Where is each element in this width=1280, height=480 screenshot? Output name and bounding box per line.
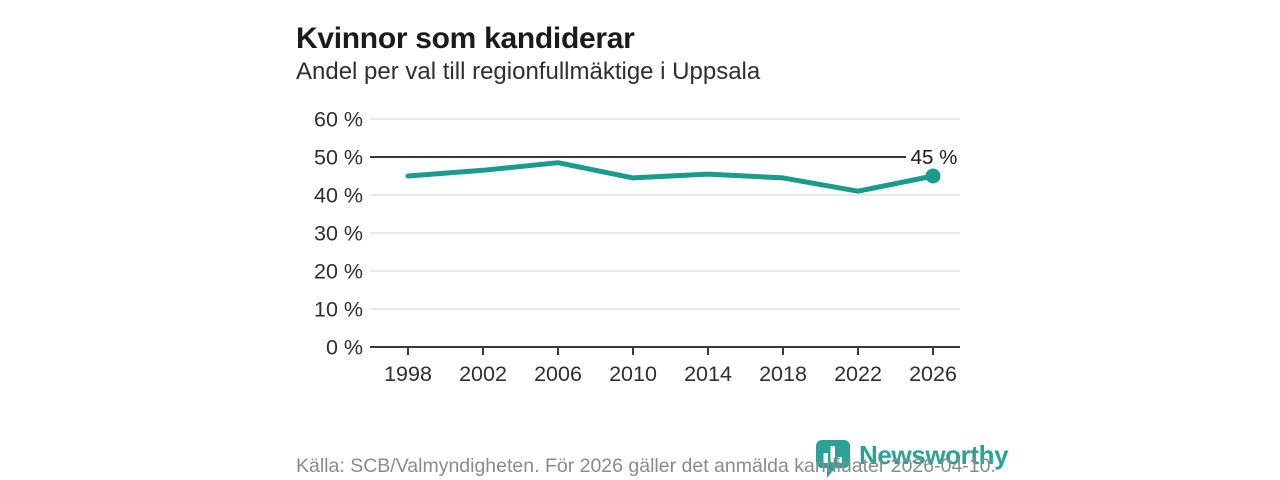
x-tick-label: 2026 xyxy=(909,362,957,386)
chart-subtitle: Andel per val till regionfullmäktige i U… xyxy=(296,58,761,85)
y-tick-label: 20 % xyxy=(314,260,363,284)
chart-title: Kvinnor som kandiderar xyxy=(296,22,635,56)
logo-bar-chart-glyph xyxy=(823,446,842,463)
end-value-label: 45 % xyxy=(911,146,958,169)
data-line xyxy=(405,160,936,194)
newsworthy-logo-text: Newsworthy xyxy=(859,440,1009,470)
x-tick-label: 2010 xyxy=(609,362,657,386)
newsworthy-logo: Newsworthy xyxy=(814,439,1009,479)
x-tick-label: 1998 xyxy=(384,362,432,386)
y-tick-label: 50 % xyxy=(314,146,363,170)
x-tick-label: 2006 xyxy=(534,362,582,386)
y-tick-label: 60 % xyxy=(314,108,363,132)
source-note: Källa: SCB/Valmyndigheten. För 2026 gäll… xyxy=(296,455,996,477)
x-tick-label: 2014 xyxy=(684,362,732,386)
x-tick-label: 2002 xyxy=(459,362,507,386)
y-tick-label: 0 % xyxy=(326,336,363,360)
end-point-dot xyxy=(925,168,941,184)
y-tick-label: 10 % xyxy=(314,298,363,322)
x-tick-label: 2022 xyxy=(834,362,882,386)
end-label-bg xyxy=(906,146,960,167)
newsworthy-logo-icon xyxy=(816,440,850,478)
y-tick-label: 30 % xyxy=(314,222,363,246)
y-tick-label: 40 % xyxy=(314,184,363,208)
x-tick-label: 2018 xyxy=(759,362,807,386)
